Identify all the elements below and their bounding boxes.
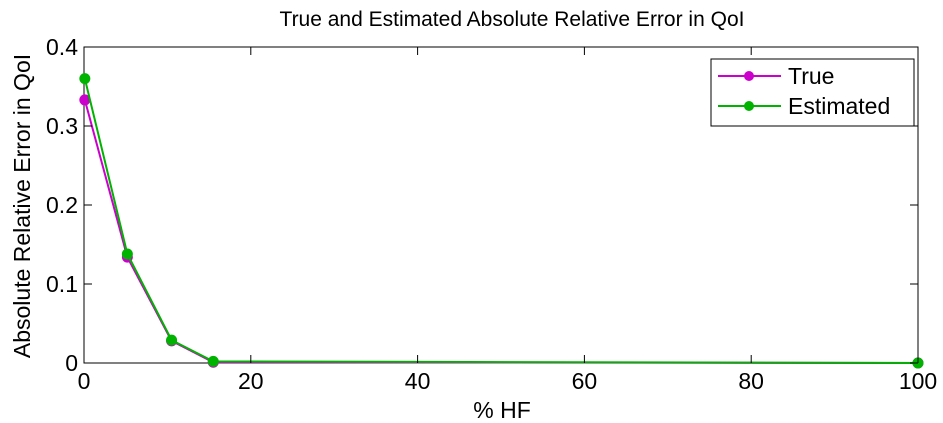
y-tick-label: 0.2 bbox=[46, 192, 78, 218]
data-point-estimated bbox=[166, 334, 178, 346]
y-tick-label: 0.3 bbox=[46, 113, 78, 139]
x-tick-label: 100 bbox=[899, 368, 937, 394]
x-tick-label: 80 bbox=[738, 368, 764, 394]
y-tick-label: 0.1 bbox=[46, 271, 78, 297]
legend-item-true: True bbox=[718, 63, 834, 89]
x-axis-label: % HF bbox=[473, 397, 531, 423]
legend-label-estimated: Estimated bbox=[788, 93, 890, 119]
legend-item-estimated: Estimated bbox=[718, 93, 890, 119]
chart-title: True and Estimated Absolute Relative Err… bbox=[280, 8, 745, 31]
data-point-estimated bbox=[79, 73, 91, 85]
data-point-estimated bbox=[121, 248, 133, 260]
x-tick-label: 0 bbox=[78, 368, 91, 394]
data-point-estimated bbox=[207, 355, 219, 367]
y-axis: 0 0.1 0.2 0.3 0.4 bbox=[46, 34, 918, 376]
x-axis: 0 20 40 60 80 100 bbox=[78, 47, 937, 394]
legend-box bbox=[710, 58, 915, 127]
x-tick-label: 20 bbox=[238, 368, 264, 394]
legend-swatch-marker bbox=[744, 101, 754, 111]
legend: True Estimated bbox=[710, 58, 915, 127]
x-tick-label: 60 bbox=[572, 368, 598, 394]
y-axis-label: Absolute Relative Error in QoI bbox=[9, 54, 35, 358]
y-tick-label: 0 bbox=[65, 350, 78, 376]
legend-swatch-marker bbox=[744, 71, 754, 81]
legend-label-true: True bbox=[788, 63, 834, 89]
y-tick-label: 0.4 bbox=[46, 34, 78, 60]
x-tick-label: 40 bbox=[405, 368, 431, 394]
